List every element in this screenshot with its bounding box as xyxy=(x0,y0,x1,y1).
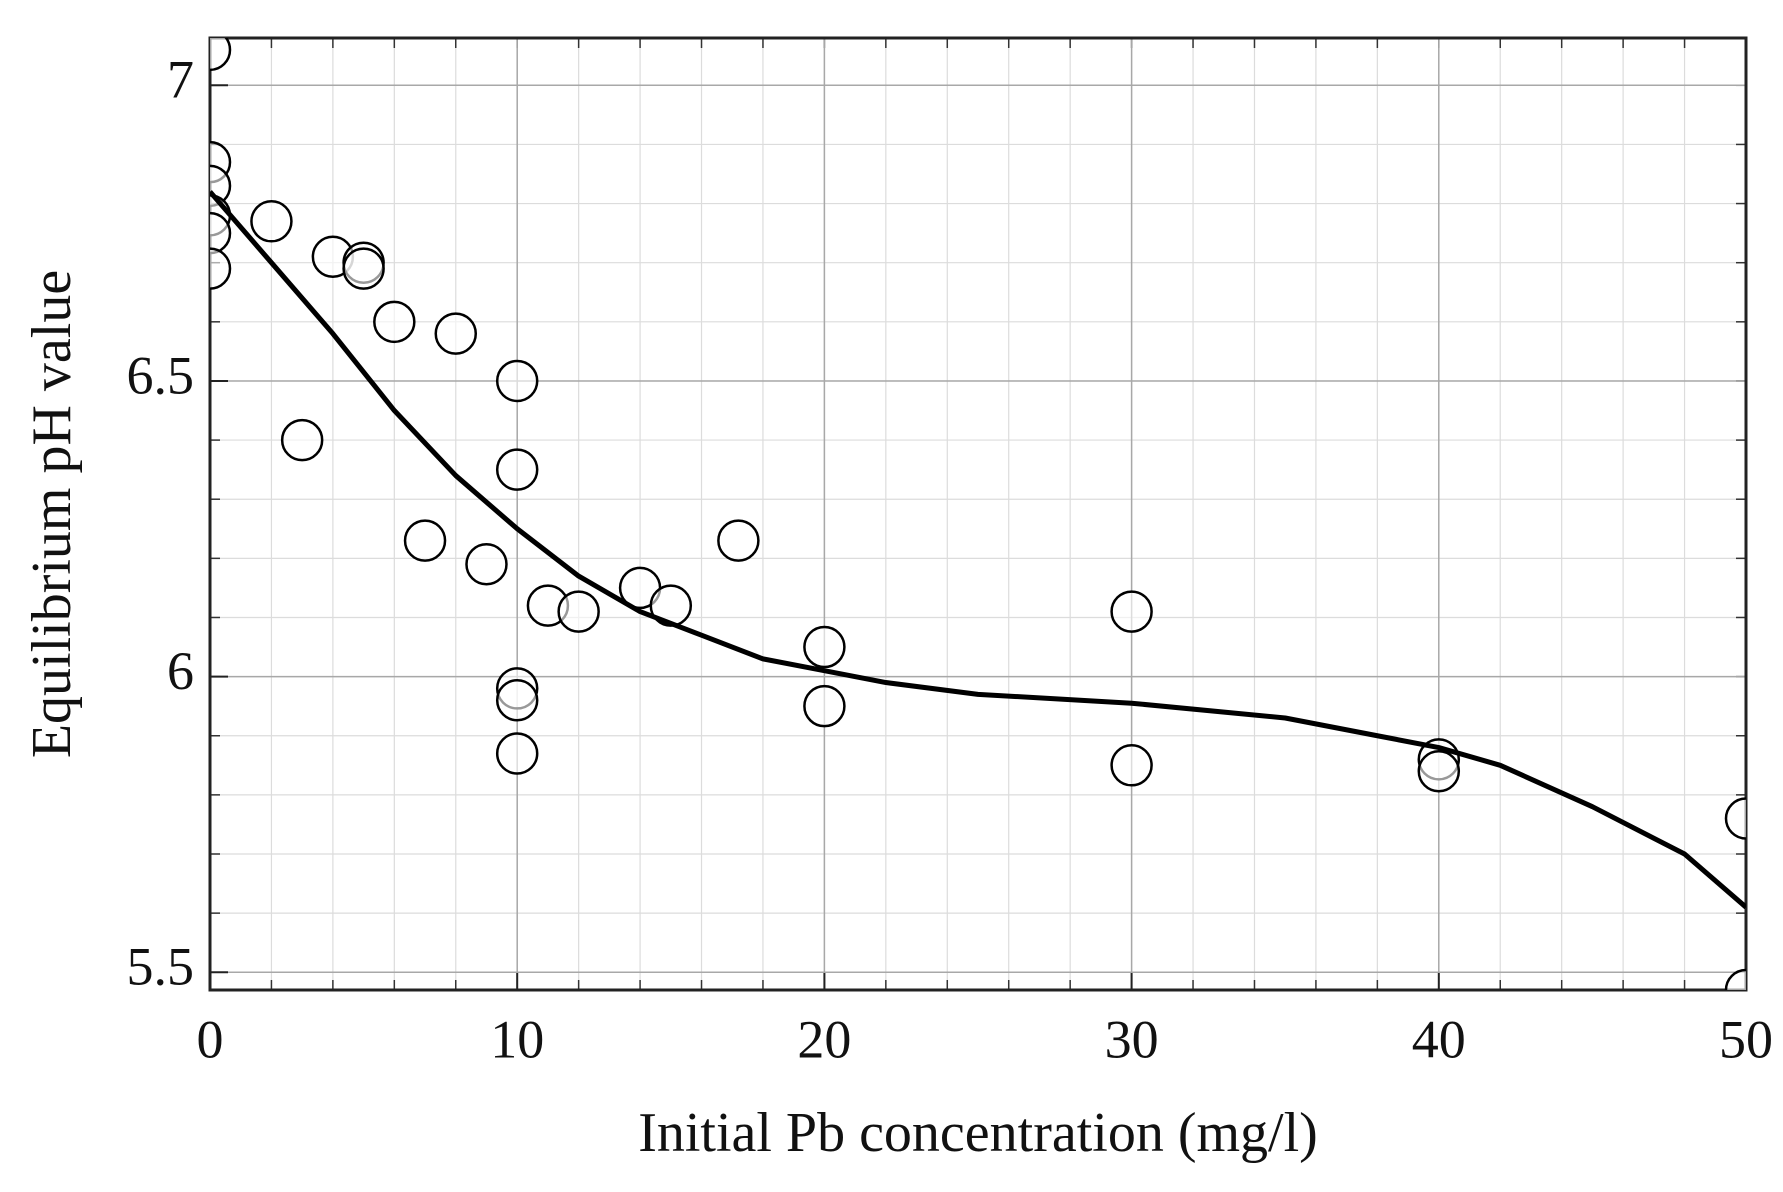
x-tick-label: 0 xyxy=(197,1009,224,1069)
x-tick-label: 10 xyxy=(490,1009,544,1069)
data-point xyxy=(717,519,760,562)
data-point xyxy=(1110,744,1153,787)
y-axis-label: Equilibrium pH value xyxy=(21,270,83,758)
x-tick-label: 20 xyxy=(797,1009,851,1069)
data-point xyxy=(465,543,508,586)
y-tick-label: 7 xyxy=(167,50,194,110)
data-point xyxy=(210,38,232,72)
data-point xyxy=(210,211,232,255)
data-point xyxy=(434,312,478,355)
x-tick-label: 30 xyxy=(1105,1009,1159,1069)
data-point xyxy=(1724,968,1746,990)
data-point xyxy=(250,200,293,243)
y-tick-label: 6 xyxy=(167,641,194,701)
x-tick-label: 40 xyxy=(1412,1009,1466,1069)
data-point xyxy=(557,590,600,633)
x-axis-label: Initial Pb concentration (mg/l) xyxy=(638,1102,1318,1164)
plot-area xyxy=(210,38,1746,990)
data-point xyxy=(495,732,539,775)
y-tick-label: 6.5 xyxy=(127,345,195,405)
data-point xyxy=(495,448,539,491)
data-point xyxy=(1724,797,1746,840)
data-point xyxy=(403,519,447,562)
data-point xyxy=(210,247,232,290)
data-point xyxy=(495,359,539,403)
data-point xyxy=(342,247,385,290)
data-point xyxy=(803,625,846,669)
fit-line xyxy=(210,190,1746,910)
data-point xyxy=(803,684,846,728)
data-point xyxy=(1417,749,1461,793)
y-tick-label: 5.5 xyxy=(127,937,195,997)
x-tick-label: 50 xyxy=(1719,1009,1773,1069)
data-point xyxy=(495,679,539,722)
plot-frame xyxy=(208,36,1748,992)
data-point xyxy=(373,300,416,344)
data-point xyxy=(1110,590,1153,633)
data-point xyxy=(280,418,324,462)
